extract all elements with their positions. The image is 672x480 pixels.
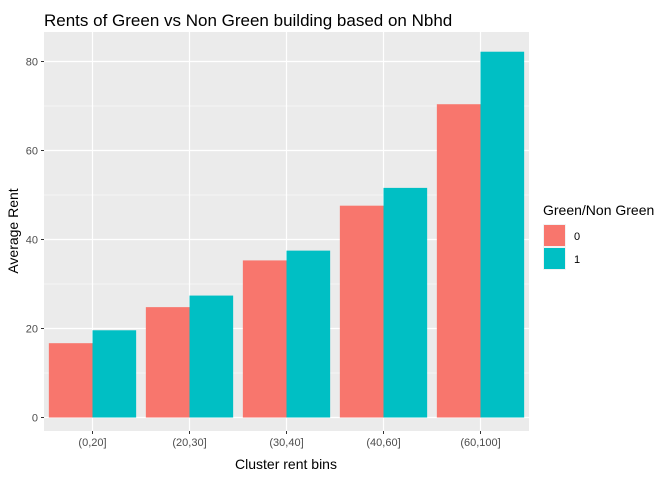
y-tick-label: 80: [26, 57, 38, 69]
bar-series-0-1: [145, 307, 190, 418]
bar-series-0-4: [436, 104, 481, 418]
y-tick-label: 40: [26, 235, 38, 247]
x-tick-label: (40,60]: [366, 437, 400, 449]
y-axis: 0 20 40 60 80: [26, 57, 44, 425]
legend-item-0: 0: [543, 224, 580, 247]
x-tick-label: (20,30]: [172, 437, 206, 449]
x-axis: (0,20] (20,30] (30,40] (40,60] (60,100]: [78, 431, 501, 449]
y-tick-label: 0: [32, 413, 38, 425]
y-axis-title: Average Rent: [5, 188, 21, 273]
bar-series-1-1: [189, 295, 234, 418]
bar-series-0-0: [48, 343, 93, 418]
bar-series-1-0: [92, 330, 137, 418]
x-tick-label: (0,20]: [78, 437, 106, 449]
legend-item-1: 1: [543, 247, 580, 270]
bar-series-1-4: [480, 51, 525, 418]
chart-title: Rents of Green vs Non Green building bas…: [44, 11, 452, 30]
legend-label: 0: [574, 231, 580, 243]
y-tick-label: 20: [26, 324, 38, 336]
bar-series-0-3: [339, 205, 384, 418]
x-tick-label: (30,40]: [269, 437, 303, 449]
legend-label: 1: [574, 254, 580, 266]
bar-series-1-3: [383, 187, 428, 418]
x-tick-label: (60,100]: [460, 437, 500, 449]
y-tick-label: 60: [26, 146, 38, 158]
bar-series-0-2: [242, 260, 287, 418]
legend-swatch: [544, 225, 565, 246]
bars: [48, 51, 525, 418]
bar-series-1-2: [286, 250, 331, 418]
x-axis-title: Cluster rent bins: [235, 456, 337, 472]
legend-swatch: [544, 248, 565, 269]
legend: Green/Non Green 0 1: [543, 202, 654, 270]
legend-title: Green/Non Green: [543, 202, 654, 218]
